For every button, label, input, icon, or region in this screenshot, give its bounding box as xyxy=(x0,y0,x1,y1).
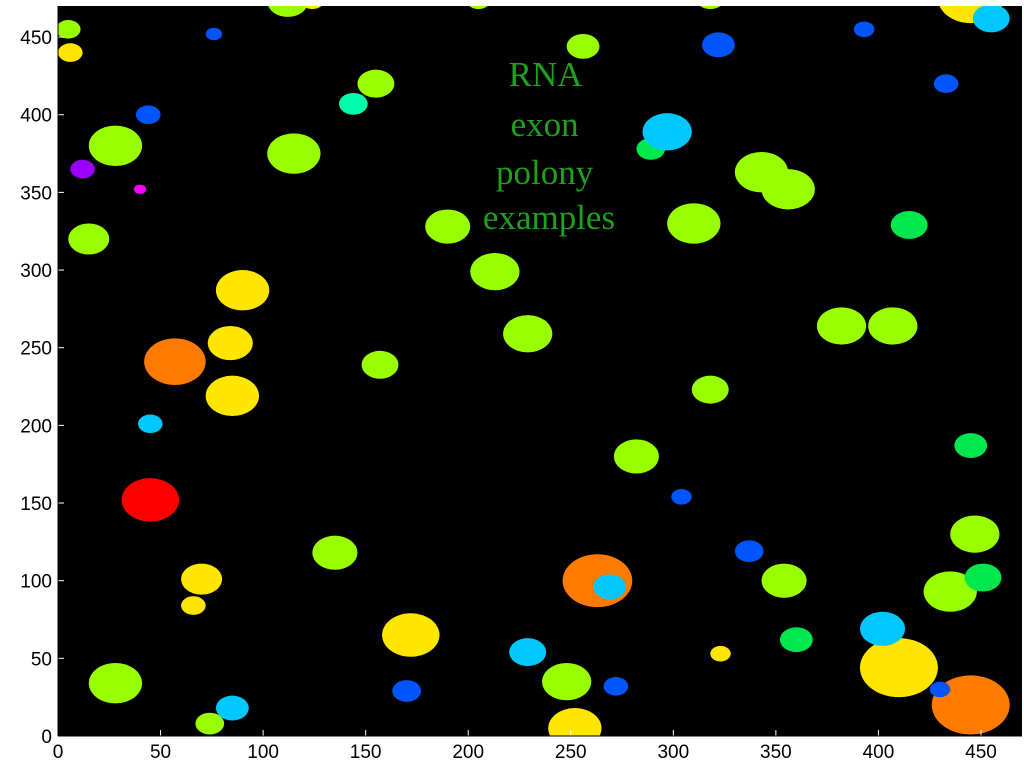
polony-point-40 xyxy=(700,6,721,10)
x-tick-label: 150 xyxy=(350,742,382,763)
polony-point-35 xyxy=(88,663,143,704)
polony-point-11 xyxy=(710,645,731,662)
polony-point-38 xyxy=(58,19,81,39)
polony-point-15 xyxy=(88,125,143,166)
polony-point-51 xyxy=(215,695,249,721)
polony-point-16 xyxy=(267,133,321,174)
polony-point-32 xyxy=(761,563,807,598)
polony-point-42 xyxy=(303,6,322,10)
y-tick-label: 400 xyxy=(20,106,52,127)
polony-point-65 xyxy=(929,681,951,698)
polony-point-46 xyxy=(779,627,813,653)
polony-point-7 xyxy=(181,563,223,595)
y-tick-label: 150 xyxy=(20,494,52,515)
polony-point-19 xyxy=(470,252,520,291)
polony-point-0 xyxy=(121,478,180,522)
annotation-line-1: RNA xyxy=(509,55,584,94)
polony-point-14 xyxy=(58,43,83,62)
polony-point-49 xyxy=(642,113,692,151)
polony-point-27 xyxy=(816,307,867,345)
y-tick-label: 300 xyxy=(20,261,52,282)
y-axis: 0 50 100 150 200 250 300 350 400 450 xyxy=(20,28,64,748)
x-tick-label: 250 xyxy=(555,742,587,763)
polony-point-29 xyxy=(691,375,729,404)
polony-point-37 xyxy=(195,712,225,735)
polony-point-39 xyxy=(268,6,308,17)
polony-point-17 xyxy=(68,223,110,255)
polony-point-55 xyxy=(972,6,1010,33)
polony-point-22 xyxy=(357,69,395,98)
annotation-line-4: examples xyxy=(483,198,615,237)
polony-point-48 xyxy=(338,92,368,115)
polony-point-60 xyxy=(205,27,223,41)
x-tick-label: 350 xyxy=(760,742,792,763)
polony-point-64 xyxy=(603,676,629,696)
x-tick-label: 400 xyxy=(863,742,895,763)
y-tick-label: 0 xyxy=(41,727,52,748)
polony-point-6 xyxy=(205,375,260,417)
x-tick-label: 200 xyxy=(452,742,484,763)
annotation-text: RNA exon polony examples xyxy=(483,55,615,237)
polony-point-18 xyxy=(425,209,471,244)
x-tick-label: 450 xyxy=(965,742,997,763)
polony-point-57 xyxy=(702,32,735,58)
polony-point-9 xyxy=(382,613,440,657)
polony-point-1 xyxy=(144,338,206,385)
x-tick-label: 300 xyxy=(657,742,689,763)
polony-point-62 xyxy=(734,540,764,563)
polony-point-45 xyxy=(954,433,988,458)
polony-point-41 xyxy=(469,6,488,10)
x-tick-label: 100 xyxy=(247,742,279,763)
polony-point-23 xyxy=(566,33,600,59)
polony-point-54 xyxy=(859,611,906,646)
polony-point-33 xyxy=(950,515,1000,553)
polony-point-31 xyxy=(312,535,358,570)
polony-point-58 xyxy=(933,74,959,93)
polony-point-30 xyxy=(613,439,659,474)
x-tick-label: 0 xyxy=(53,742,64,763)
polony-point-66 xyxy=(70,159,95,179)
polony-point-43 xyxy=(964,563,1002,592)
polony-point-4 xyxy=(215,270,270,311)
x-tick-label: 50 xyxy=(150,742,171,763)
polony-point-61 xyxy=(671,489,692,505)
polony-point-24 xyxy=(667,203,721,244)
y-tick-label: 450 xyxy=(20,28,52,49)
x-axis: 0 50 100 150 200 250 300 350 400 450 xyxy=(53,730,997,763)
y-tick-label: 250 xyxy=(20,339,52,360)
polony-point-10 xyxy=(859,638,938,698)
polony-point-52 xyxy=(509,638,547,667)
polony-point-8 xyxy=(181,596,206,615)
polony-point-28 xyxy=(868,307,918,345)
polony-point-20 xyxy=(503,315,553,353)
polony-point-44 xyxy=(890,211,928,239)
polony-point-53 xyxy=(593,574,627,600)
polony-point-50 xyxy=(137,414,163,434)
polony-points xyxy=(58,6,1010,736)
annotation-line-2: exon xyxy=(511,105,579,144)
polony-point-26 xyxy=(761,169,815,210)
polony-point-34 xyxy=(923,571,977,612)
y-tick-label: 350 xyxy=(20,183,52,204)
y-tick-label: 100 xyxy=(20,572,52,593)
polony-point-12 xyxy=(548,708,602,736)
polony-point-56 xyxy=(135,105,161,125)
polony-point-59 xyxy=(853,21,875,38)
polony-point-2 xyxy=(931,675,1010,735)
polony-point-67 xyxy=(133,184,147,194)
plot-area xyxy=(58,6,1022,736)
polony-point-21 xyxy=(361,350,399,379)
polony-point-36 xyxy=(542,663,592,701)
polony-point-63 xyxy=(392,680,422,702)
y-tick-label: 200 xyxy=(20,416,52,437)
annotation-line-3: polony xyxy=(496,153,594,192)
polony-point-5 xyxy=(207,325,253,361)
y-tick-label: 50 xyxy=(31,649,52,670)
